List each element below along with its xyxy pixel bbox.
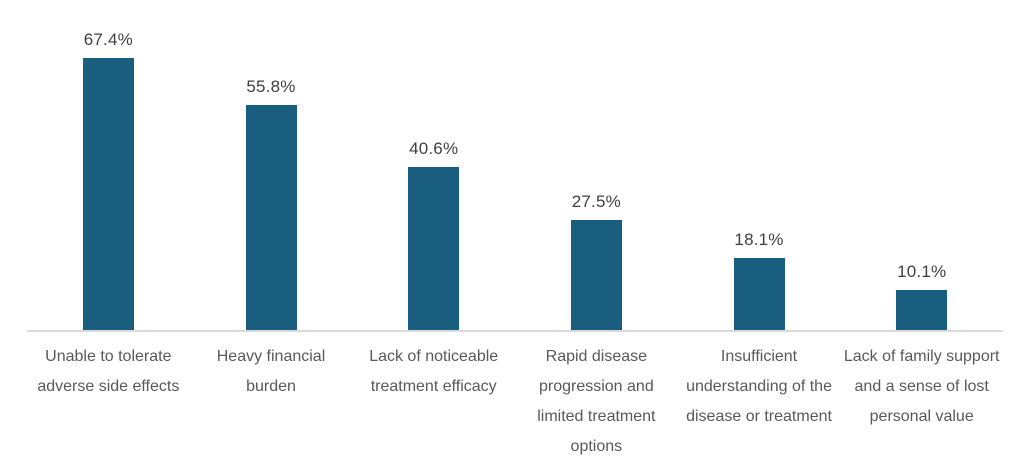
bar-column: 27.5%	[515, 0, 678, 331]
bar	[82, 58, 134, 331]
bar	[570, 219, 622, 331]
category-labels-row: Unable to tolerate adverse side effects H…	[27, 342, 1003, 462]
data-label: 18.1%	[734, 229, 784, 249]
x-axis-line	[27, 330, 1003, 332]
bar	[733, 257, 785, 331]
category-label: Insufficient understanding of the diseas…	[686, 348, 832, 425]
bar-column: 40.6%	[352, 0, 515, 331]
data-label: 67.4%	[83, 30, 133, 50]
plot-area: 67.4% 55.8% 40.6% 27.5% 18.1% 10.1%	[27, 0, 1003, 331]
category-label: Lack of noticeable treatment efficacy	[369, 348, 499, 395]
data-label: 40.6%	[409, 138, 459, 158]
bar	[245, 105, 297, 331]
category-label: Unable to tolerate adverse side effects	[37, 348, 180, 395]
data-label: 10.1%	[897, 262, 947, 282]
bar-column: 67.4%	[27, 0, 190, 331]
data-label: 55.8%	[246, 77, 296, 97]
category-label: Rapid disease progression and limited tr…	[537, 348, 656, 455]
bar-column: 55.8%	[190, 0, 353, 331]
category-label: Lack of family support and a sense of lo…	[843, 348, 1000, 425]
bar	[408, 166, 460, 331]
bar	[896, 290, 948, 331]
bar-column: 10.1%	[840, 0, 1003, 331]
category-label: Heavy financial burden	[216, 348, 326, 395]
data-label: 27.5%	[571, 191, 621, 211]
bar-column: 18.1%	[678, 0, 841, 331]
